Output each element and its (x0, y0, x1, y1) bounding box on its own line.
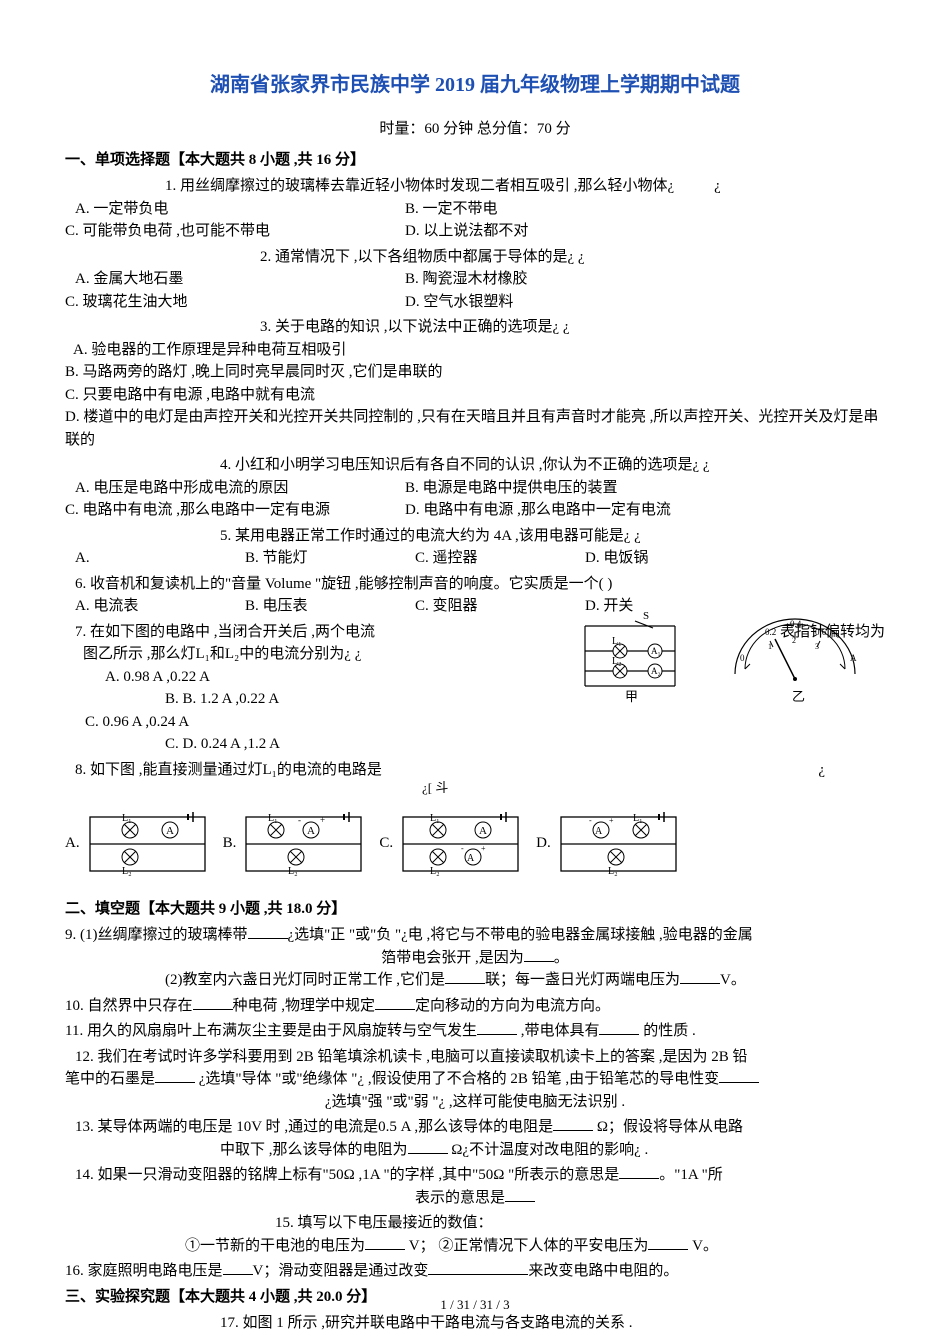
q1-text: 1. 用丝绸摩擦过的玻璃棒去靠近轻小物体时发现二者相互吸引 ,那么轻小物体¿ (165, 178, 674, 194)
svg-text:L₁: L₁ (430, 813, 440, 824)
q3-opt-c: C. 只要电路中有电源 ,电路中就有电流 (65, 384, 885, 407)
q8-opt-c: C. L₁ A L₂ A -+ (379, 809, 528, 879)
question-11: 11. 用久的风扇扇叶上布满灰尘主要是由于风扇旋转与空气发生 ,带电体具有 的性… (65, 1020, 885, 1043)
svg-text:2: 2 (792, 636, 796, 645)
q1-opt-c: C. 可能带负电荷 ,也可能不带电 (65, 220, 405, 243)
svg-text:+: + (609, 816, 614, 825)
svg-text:+: + (320, 815, 325, 825)
q3-opt-b: B. 马路两旁的路灯 ,晚上同时亮早晨同时灭 ,它们是串联的 (65, 361, 885, 384)
q5-opt-b: B. 节能灯 (245, 547, 415, 570)
svg-text:L₂: L₂ (430, 866, 440, 877)
svg-text:L₂: L₂ (288, 866, 298, 877)
q4-opt-a: A. 电压是电路中形成电流的原因 (65, 477, 405, 500)
svg-text:A: A (595, 826, 603, 837)
svg-text:+: + (481, 844, 486, 853)
svg-text:¿[ 斗: ¿[ 斗 (422, 780, 448, 795)
q5-opt-c: C. 遥控器 (415, 547, 585, 570)
svg-text:0: 0 (740, 653, 745, 663)
q3-text: 3. 关于电路的知识 ,以下说法中正确的选项是¿ ¿ (65, 316, 885, 339)
circuit-b-icon: L₁ A - + L₂ (236, 809, 371, 879)
q8-opt-a: A. L₁ A L₂ (65, 809, 215, 879)
q6-opt-a: A. 电流表 (75, 595, 245, 618)
question-3: 3. 关于电路的知识 ,以下说法中正确的选项是¿ ¿ A. 验电器的工作原理是异… (65, 316, 885, 451)
svg-text:A: A (479, 825, 487, 837)
q4-opt-c: C. 电路中有电流 ,那么电路中一定有电源 (65, 499, 405, 522)
circuit-d-icon: A - + L₁ L₂ (551, 809, 686, 879)
question-9: 9. (1)丝绸摩擦过的玻璃棒带¿选填"正 "或"负 "¿电 ,将它与不带电的验… (65, 924, 885, 992)
page-title: 湖南省张家界市民族中学 2019 届九年级物理上学期期中试题 (65, 70, 885, 100)
q5-text: 5. 某用电器正常工作时通过的电流大约为 4A ,该用电器可能是¿ ¿ (65, 525, 885, 548)
svg-text:A₁: A₁ (651, 646, 661, 656)
q8-hint-icon: ¿[ 斗 (422, 779, 462, 797)
svg-text:L₁: L₁ (612, 636, 622, 647)
q8-opt-b: B. L₁ A -+ L₂ (223, 809, 372, 879)
q2-text: 2. 通常情况下 ,以下各组物质中都属于导体的是¿ ¿ (65, 246, 885, 269)
q2-opt-b: B. 陶瓷湿木材橡胶 (405, 268, 745, 291)
q2-opt-c: C. 玻璃花生油大地 (65, 291, 405, 314)
question-7: 7. 在如下图的电路中 ,当闭合开关后 ,两个电流 表指针偏转均为 图乙所示 ,… (65, 621, 885, 756)
question-13: 13. 某导体两端的电压是 10V 时 ,通过的电流是0.5 A ,那么该导体的… (65, 1116, 885, 1161)
svg-text:L₂: L₂ (122, 866, 132, 877)
q5-opt-d: D. 电饭锅 (585, 547, 648, 570)
svg-text:S: S (643, 611, 649, 622)
q6-opt-b: B. 电压表 (245, 595, 415, 618)
q2-opt-d: D. 空气水银塑料 (405, 291, 513, 314)
svg-text:A: A (467, 853, 475, 864)
q1-opt-a: A. 一定带负电 (65, 198, 405, 221)
page-subtitle: 时量：60 分钟 总分值：70 分 (65, 118, 885, 141)
question-2: 2. 通常情况下 ,以下各组物质中都属于导体的是¿ ¿ A. 金属大地石墨 B.… (65, 246, 885, 314)
q6-opt-c: C. 变阻器 (415, 595, 585, 618)
svg-text:L₁: L₁ (122, 813, 132, 824)
q5-opt-a: A. (75, 547, 245, 570)
q4-opt-b: B. 电源是电路中提供电压的装置 (405, 477, 745, 500)
question-12: 12. 我们在考试时许多学科要用到 2B 铅笔填涂机读卡 ,电脑可以直接读取机读… (65, 1046, 885, 1114)
svg-text:-: - (298, 815, 301, 825)
svg-text:-: - (589, 816, 592, 825)
svg-text:3: 3 (815, 642, 819, 651)
svg-text:A: A (166, 825, 174, 837)
q7-text1: 7. 在如下图的电路中 ,当闭合开关后 ,两个电流 (75, 624, 375, 640)
q3-opt-d: D. 楼道中的电灯是由声控开关和光控开关共同控制的 ,只有在天暗且并且有声音时才… (65, 406, 885, 451)
svg-text:A: A (850, 653, 857, 663)
svg-text:0.6: 0.6 (815, 627, 827, 637)
svg-text:L₁: L₁ (268, 813, 278, 824)
q7-label-yi: 乙 (792, 689, 805, 704)
question-8: 8. 如下图 ,能直接测量通过灯L₁的电流的电路是 ¿ ¿[ 斗 A. L₁ A… (65, 759, 885, 879)
question-10: 10. 自然界中只存在种电荷 ,物理学中规定定向移动的方向为电流方向。 (65, 995, 885, 1018)
q6-text: 6. 收音机和复读机上的"音量 Volume "旋钮 ,能够控制声音的响度。它实… (65, 573, 885, 596)
svg-text:L₂: L₂ (612, 656, 622, 667)
question-14: 14. 如果一只滑动变阻器的铭牌上标有"50Ω ,1A "的字样 ,其中"50Ω… (65, 1164, 885, 1209)
q1-opt-b: B. 一定不带电 (405, 198, 745, 221)
q7-opt-d: C. D. 0.24 A ,1.2 A (65, 733, 885, 756)
q2-opt-a: A. 金属大地石墨 (65, 268, 405, 291)
circuit-c-icon: L₁ A L₂ A - + (393, 809, 528, 879)
question-4: 4. 小红和小明学习电压知识后有各自不同的认识 ,你认为不正确的选项是¿ ¿ A… (65, 454, 885, 522)
q8-text: 8. 如下图 ,能直接测量通过灯L₁的电流的电路是 (75, 762, 382, 778)
svg-text:L₂: L₂ (608, 866, 618, 877)
question-1: 1. 用丝绸摩擦过的玻璃棒去靠近轻小物体时发现二者相互吸引 ,那么轻小物体¿¿ … (65, 175, 885, 243)
svg-text:-: - (461, 844, 464, 853)
svg-text:1: 1 (768, 642, 772, 651)
question-5: 5. 某用电器正常工作时通过的电流大约为 4A ,该用电器可能是¿ ¿ A. B… (65, 525, 885, 570)
q8-opt-d: D. A -+ L₁ L₂ (536, 809, 686, 879)
q7-circuit-diagram: S L₁ A₁ L₂ A₂ 甲 (565, 611, 885, 716)
svg-text:0.2: 0.2 (765, 627, 776, 637)
svg-text:L₁: L₁ (633, 813, 643, 824)
section-2-heading: 二、填空题【本大题共 9 小题 ,共 18.0 分】 (65, 898, 885, 921)
q4-text: 4. 小红和小明学习电压知识后有各自不同的认识 ,你认为不正确的选项是¿ ¿ (65, 454, 885, 477)
circuit-a-icon: L₁ A L₂ (80, 809, 215, 879)
question-16: 16. 家庭照明电路电压是V；滑动变阻器是通过改变来改变电路中电阻的。 (65, 1260, 885, 1283)
page-footer: 1 / 31 / 31 / 3 (0, 1295, 950, 1315)
question-15: 15. 填写以下电压最接近的数值： ①一节新的干电池的电压为 V； ②正常情况下… (65, 1212, 885, 1257)
question-17: 17. 如图 1 所示 ,研究并联电路中干路电流与各支路电流的关系 . (65, 1312, 885, 1335)
q3-opt-a: A. 验电器的工作原理是异种电荷互相吸引 (65, 339, 885, 362)
q7-label-jia: 甲 (625, 689, 638, 704)
svg-text:A₂: A₂ (651, 666, 661, 676)
q4-opt-d: D. 电路中有电源 ,那么电路中一定有电流 (405, 499, 671, 522)
svg-text:A: A (307, 825, 315, 837)
svg-text:0.4: 0.4 (790, 619, 802, 629)
q1-opt-d: D. 以上说法都不对 (405, 220, 528, 243)
section-1-heading: 一、单项选择题【本大题共 8 小题 ,共 16 分】 (65, 149, 885, 172)
